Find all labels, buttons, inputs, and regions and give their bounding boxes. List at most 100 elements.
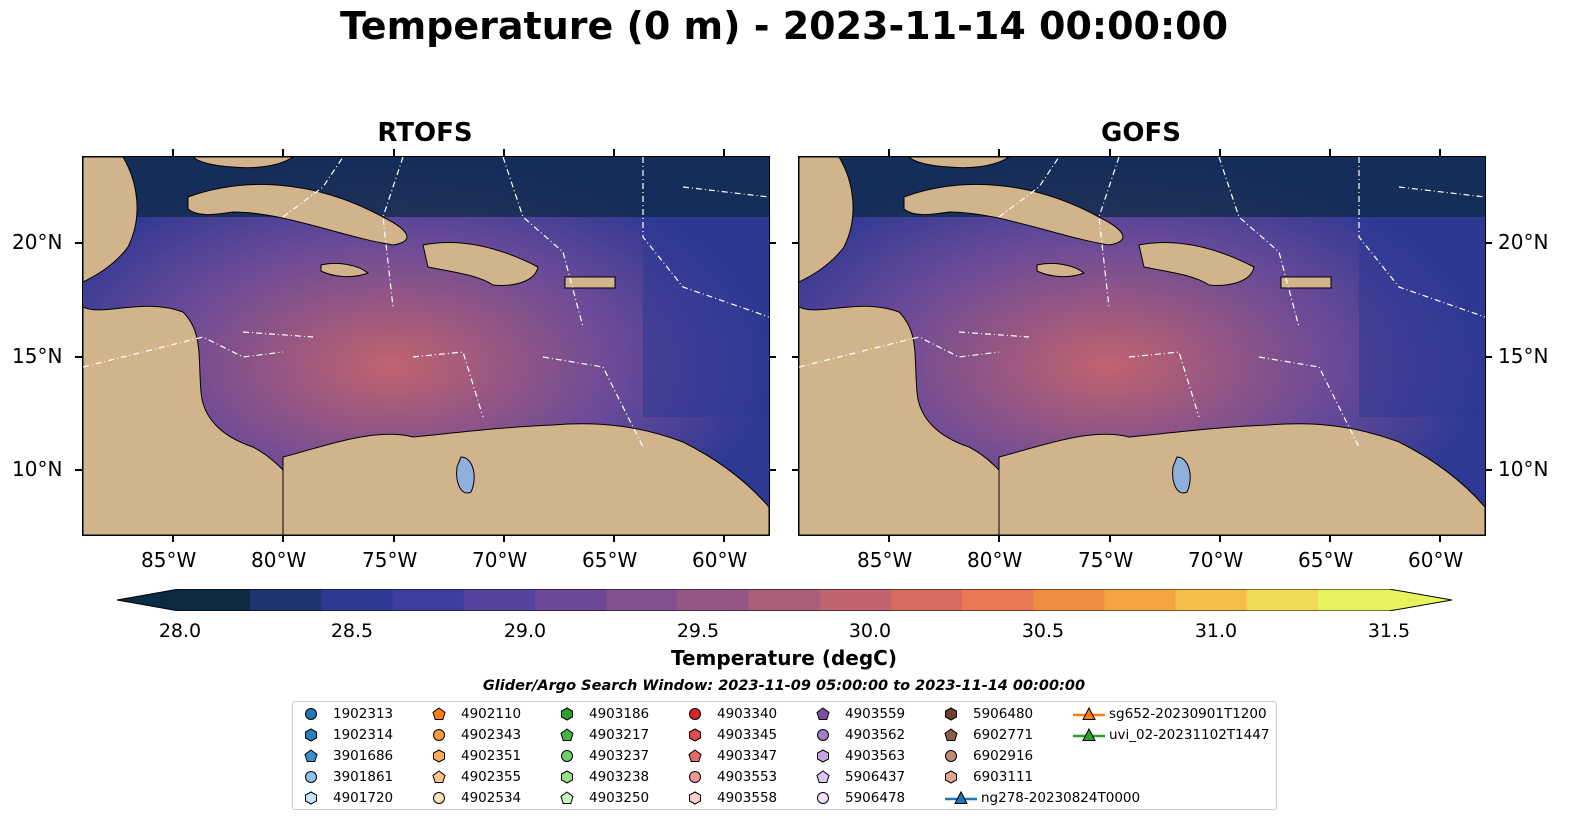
axis-tick — [888, 535, 890, 542]
legend-marker-circle — [561, 750, 573, 762]
colorbar-segment — [1246, 589, 1319, 611]
legend-marker-pentagon — [816, 770, 830, 783]
eez-boundary — [958, 331, 1030, 338]
legend-label: 4903345 — [717, 727, 778, 743]
land-mass — [799, 157, 854, 283]
map-panel-rtofs[interactable] — [82, 156, 770, 536]
legend-label: 4903217 — [589, 727, 650, 743]
lon-label-80w-rtofs: 80°W — [251, 548, 307, 572]
axis-tick — [792, 356, 799, 358]
lon-label-75w-rtofs: 75°W — [362, 548, 418, 572]
colorbar — [116, 588, 1453, 612]
axis-tick — [613, 535, 615, 542]
eez-boundary — [1258, 356, 1360, 448]
legend-label: 5906437 — [845, 769, 906, 785]
axis-tick — [769, 356, 776, 358]
legend-label: 4903558 — [717, 790, 778, 806]
lon-label-60w-gofs: 60°W — [1408, 548, 1464, 572]
legend-marker-pentagon — [688, 749, 702, 762]
land-mass — [83, 157, 138, 283]
panel-title-rtofs: RTOFS — [377, 118, 473, 148]
axis-tick — [282, 149, 284, 156]
legend-label: 4902355 — [461, 769, 522, 785]
eez-boundary — [412, 351, 484, 418]
axis-tick — [998, 535, 1000, 542]
lat-label-15n-left: 15°N — [12, 344, 63, 368]
legend-marker-triangle-line — [945, 790, 977, 804]
legend-label: 5906478 — [845, 790, 906, 806]
land-mass — [187, 183, 408, 246]
colorbar-segment — [321, 589, 394, 611]
legend-item: 4903237 — [559, 746, 649, 766]
legend-marker-pentagon — [944, 728, 958, 741]
land-mass — [320, 262, 369, 278]
lon-label-70w-rtofs: 70°W — [472, 548, 528, 572]
legend-label: uvi_02-20231102T1447 — [1109, 727, 1270, 743]
legend-item: 4903345 — [687, 725, 777, 745]
map-panel-gofs[interactable] — [798, 156, 1486, 536]
eez-boundary — [1398, 186, 1485, 198]
eez-boundary — [799, 336, 1000, 368]
axis-tick — [282, 535, 284, 542]
colorbar-segment — [1104, 589, 1176, 611]
legend-label: 4903559 — [845, 706, 906, 722]
lat-label-15n-right: 15°N — [1498, 344, 1549, 368]
lon-label-65w-rtofs: 65°W — [582, 548, 638, 572]
legend-marker-circle — [689, 708, 701, 720]
axis-tick — [393, 149, 395, 156]
legend-item: 4902351 — [431, 746, 521, 766]
legend-label: 3901686 — [333, 748, 394, 764]
eez-boundary — [642, 157, 769, 318]
lat-label-20n-left: 20°N — [12, 230, 63, 254]
lon-label-75w-gofs: 75°W — [1078, 548, 1134, 572]
colorbar-tick-label: 28.5 — [330, 620, 374, 642]
legend-item: 4903558 — [687, 788, 777, 808]
lon-label-60w-rtofs: 60°W — [692, 548, 748, 572]
colorbar-extend-min — [117, 589, 179, 611]
legend-item: 5906478 — [815, 788, 905, 808]
legend-marker-circle — [305, 708, 317, 720]
axis-tick — [1329, 535, 1331, 542]
legend-label: 1902313 — [333, 706, 394, 722]
colorbar-tick-label: 29.0 — [503, 620, 547, 642]
axis-tick — [792, 242, 799, 244]
colorbar-segment — [250, 589, 322, 611]
legend-item: 4903186 — [559, 704, 649, 724]
axis-tick — [1109, 149, 1111, 156]
legend-item: 4903559 — [815, 704, 905, 724]
axis-tick — [888, 149, 890, 156]
colorbar-tick-label: 28.0 — [158, 620, 202, 642]
axis-tick — [1109, 535, 1111, 542]
legend-marker-pentagon — [432, 707, 446, 720]
axis-tick — [723, 149, 725, 156]
lon-label-85w-gofs: 85°W — [857, 548, 913, 572]
legend-marker-hexagon — [817, 749, 829, 763]
legend-item: 4902110 — [431, 704, 521, 724]
legend-marker-hexagon — [689, 791, 701, 805]
legend-item: 4902534 — [431, 788, 521, 808]
colorbar-tick-label: 31.0 — [1194, 620, 1238, 642]
cool-water-east — [1359, 217, 1485, 417]
land-mass — [422, 242, 539, 286]
cool-water-east — [643, 217, 769, 417]
legend-marker-pentagon — [304, 749, 318, 762]
legend-marker-circle — [433, 729, 445, 741]
lat-label-20n-right: 20°N — [1498, 230, 1549, 254]
legend-item: uvi_02-20231102T1447 — [1071, 725, 1269, 745]
colorbar-segment — [1033, 589, 1105, 611]
axis-tick — [769, 469, 776, 471]
colorbar-segment — [534, 589, 607, 611]
land-mass — [1138, 242, 1255, 286]
colorbar-label: Temperature (degC) — [671, 646, 897, 670]
legend-marker-hexagon — [305, 728, 317, 742]
legend-label: 4902110 — [461, 706, 522, 722]
legend-item: 4903340 — [687, 704, 777, 724]
legend-marker-circle — [945, 750, 957, 762]
legend-item: 1902314 — [303, 725, 393, 745]
legend-label: sg652-20230901T1200 — [1109, 706, 1267, 722]
eez-boundary — [1218, 157, 1300, 328]
eez-boundary — [998, 157, 1060, 218]
legend-marker-circle — [817, 792, 829, 804]
legend-label: 3901861 — [333, 769, 394, 785]
legend-marker-hexagon — [689, 728, 701, 742]
